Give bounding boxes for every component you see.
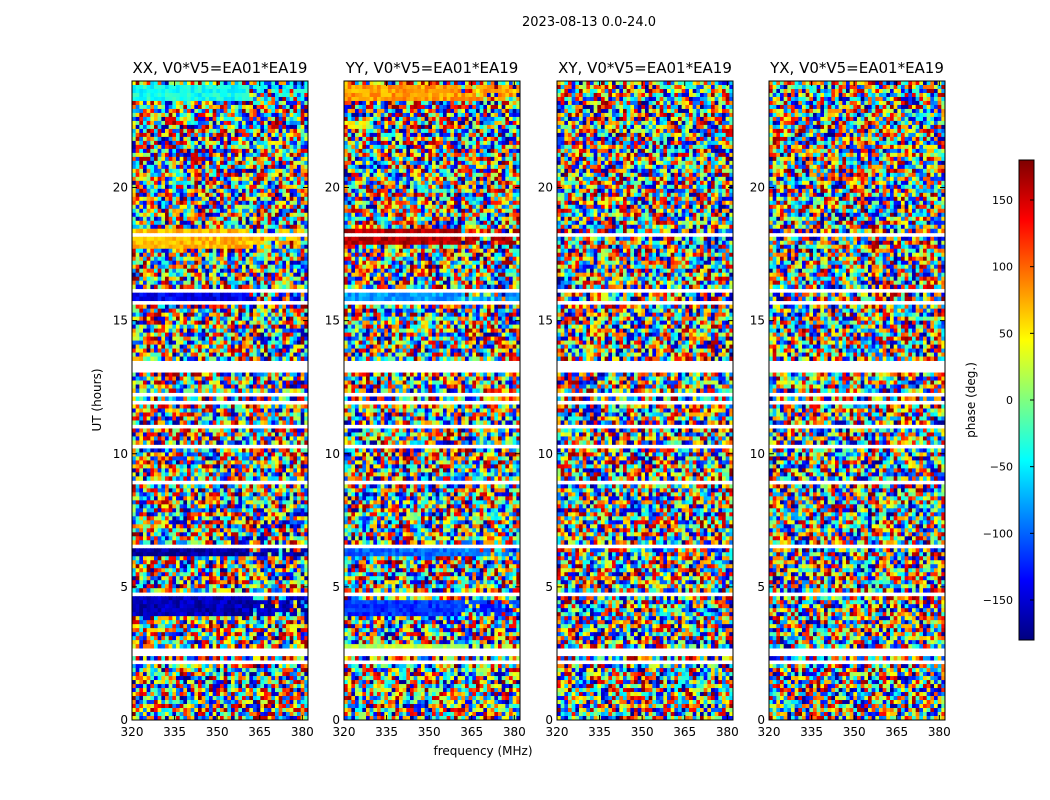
panel-4: YX, V0*V5=EA01*EA19 320 335 350 365 380 0 5 10 15… <box>750 59 951 739</box>
x-tick-label: 380 <box>928 725 951 739</box>
x-tick-label: 350 <box>206 725 229 739</box>
x-tick-label: 335 <box>375 725 398 739</box>
panel-4-title: YX, V0*V5=EA01*EA19 <box>769 59 944 77</box>
x-tick-label: 335 <box>163 725 186 739</box>
panel-3-phase-image <box>557 81 733 720</box>
panel-1-phase-image <box>132 81 308 720</box>
y-tick-label: 20 <box>750 181 765 195</box>
colorbar-tick-label: 50 <box>999 327 1013 340</box>
panel-2-frame <box>343 80 521 721</box>
y-axis-label: UT (hours) <box>90 368 104 431</box>
colorbar-tick-label: −100 <box>983 527 1013 540</box>
y-tick-label: 0 <box>120 713 128 727</box>
y-tick-label: 20 <box>325 181 340 195</box>
panel-2-title: YY, V0*V5=EA01*EA19 <box>345 59 519 77</box>
y-tick-label: 0 <box>545 713 553 727</box>
x-tick-label: 350 <box>843 725 866 739</box>
x-tick-label: 320 <box>546 725 569 739</box>
panel-1-title: XX, V0*V5=EA01*EA19 <box>133 59 308 77</box>
y-tick-label: 20 <box>538 181 553 195</box>
x-tick-label: 380 <box>716 725 739 739</box>
panel-1: XX, V0*V5=EA01*EA19 320 335 350 365 380 0 5 10 15… <box>113 59 314 739</box>
x-tick-label: 365 <box>885 725 908 739</box>
panel-2-phase-image <box>344 81 520 720</box>
colorbar-gradient <box>1019 160 1034 640</box>
colorbar-tick-label: 0 <box>1006 394 1013 407</box>
y-tick-label: 10 <box>325 447 340 461</box>
y-tick-label: 5 <box>332 580 340 594</box>
figure-title: 2023-08-13 0.0-24.0 <box>522 15 656 30</box>
colorbar-tick-label: −150 <box>983 594 1013 607</box>
y-tick-label: 15 <box>538 314 553 328</box>
x-axis-label: frequency (MHz) <box>433 744 532 758</box>
x-tick-label: 320 <box>758 725 781 739</box>
x-tick-label: 350 <box>418 725 441 739</box>
y-tick-label: 0 <box>757 713 765 727</box>
x-tick-label: 380 <box>291 725 314 739</box>
y-tick-label: 0 <box>332 713 340 727</box>
y-tick-label: 20 <box>113 181 128 195</box>
panel-3-frame <box>556 80 734 721</box>
colorbar-label: phase (deg.) <box>964 362 978 438</box>
panel-1-frame <box>131 80 309 721</box>
colorbar-tick-label: −50 <box>990 461 1013 474</box>
colorbar-tick-label: 150 <box>992 194 1013 207</box>
panel-2: YY, V0*V5=EA01*EA19 320 335 350 365 380 0 5 10 15… <box>325 59 526 739</box>
y-tick-label: 5 <box>757 580 765 594</box>
x-tick-label: 335 <box>588 725 611 739</box>
x-tick-label: 365 <box>673 725 696 739</box>
y-tick-label: 5 <box>120 580 128 594</box>
panel-4-phase-image <box>769 81 945 720</box>
panel-3-title: XY, V0*V5=EA01*EA19 <box>558 59 732 77</box>
x-tick-label: 365 <box>248 725 271 739</box>
panel-3: XY, V0*V5=EA01*EA19 320 335 350 365 380 0 5 10 15… <box>538 59 739 739</box>
x-tick-label: 320 <box>121 725 144 739</box>
y-tick-label: 10 <box>113 447 128 461</box>
x-tick-label: 365 <box>460 725 483 739</box>
x-tick-label: 380 <box>503 725 526 739</box>
x-tick-label: 335 <box>800 725 823 739</box>
y-tick-label: 15 <box>113 314 128 328</box>
y-tick-label: 10 <box>538 447 553 461</box>
y-tick-label: 15 <box>750 314 765 328</box>
y-tick-label: 10 <box>750 447 765 461</box>
x-tick-label: 320 <box>333 725 356 739</box>
colorbar-tick-label: 100 <box>992 261 1013 274</box>
y-tick-label: 5 <box>545 580 553 594</box>
y-tick-label: 15 <box>325 314 340 328</box>
panel-4-frame <box>768 80 946 721</box>
x-tick-label: 350 <box>631 725 654 739</box>
